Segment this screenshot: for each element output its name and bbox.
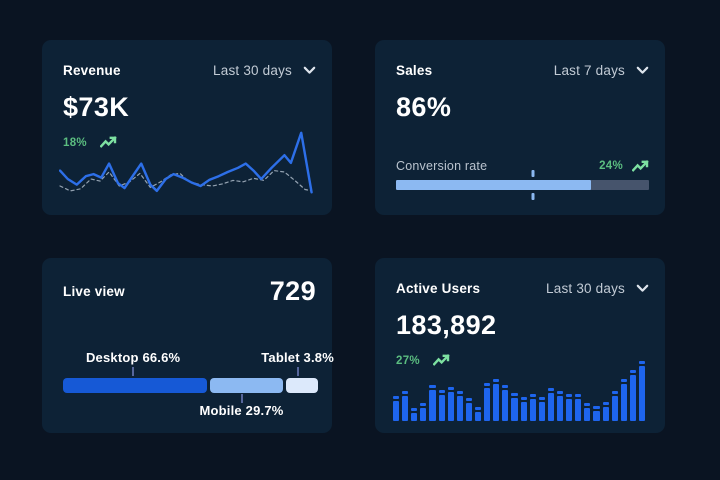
revenue-line-chart: [59, 126, 319, 202]
daily-bar: [456, 391, 463, 421]
active-users-value: 183,892: [396, 310, 497, 340]
live-view-value: 729: [269, 276, 316, 306]
daily-bar: [547, 388, 554, 421]
active-users-bar-chart: [393, 361, 646, 421]
daily-bar: [420, 403, 427, 421]
card-title: Live view: [63, 284, 125, 299]
daily-bar: [465, 398, 472, 421]
trending-up-icon: [99, 136, 117, 149]
period-label: Last 7 days: [553, 63, 625, 78]
desktop-connector-line: [132, 367, 135, 376]
daily-bar: [556, 391, 564, 421]
mobile-connector-line: [240, 394, 243, 403]
sales-delta: 24%: [599, 160, 623, 172]
device-split-bar: [63, 378, 318, 393]
conversion-target-marker: [531, 170, 535, 177]
conversion-progress-track: [396, 180, 649, 190]
sales-card: Sales Last 7 days 86% Conversion rate 24…: [375, 40, 665, 215]
trending-up-icon: [432, 354, 450, 367]
daily-bar: [638, 361, 646, 421]
active-users-card-header: Active Users Last 30 days: [375, 258, 665, 296]
active-users-card: Active Users Last 30 days 183,892 27%: [375, 258, 665, 433]
daily-bar: [393, 395, 400, 421]
live-view-card: Live view 729 Desktop 66.6% Tablet 3.8% …: [42, 258, 334, 433]
daily-bar: [566, 394, 573, 421]
daily-bar: [620, 379, 627, 421]
active-users-period-dropdown[interactable]: Last 30 days: [546, 281, 649, 296]
revenue-value: $73K: [63, 92, 130, 122]
daily-bar: [611, 391, 618, 421]
conversion-progress-fill: [396, 180, 591, 190]
revenue-delta: 18%: [63, 136, 87, 149]
card-title: Sales: [396, 63, 433, 78]
card-title: Revenue: [63, 63, 121, 78]
device-split-chart: Desktop 66.6% Tablet 3.8% Mobile 29.7%: [63, 350, 334, 422]
period-label: Last 30 days: [546, 281, 625, 296]
chevron-down-icon: [303, 66, 316, 75]
conversion-rate-label: Conversion rate: [396, 159, 488, 173]
device-segment-desktop: [63, 378, 207, 393]
tablet-connector-line: [296, 367, 299, 376]
daily-bar: [538, 397, 545, 421]
daily-bar: [447, 387, 454, 421]
daily-bar: [402, 391, 409, 421]
tablet-label: Tablet 3.8%: [261, 350, 334, 365]
active-users-delta: 27%: [396, 354, 420, 367]
daily-bar: [575, 394, 582, 421]
sales-value: 86%: [396, 92, 452, 122]
chevron-down-icon: [636, 66, 649, 75]
live-view-card-header: Live view 729: [42, 258, 332, 307]
revenue-card: Revenue Last 30 days $73K 18%: [42, 40, 332, 215]
card-title: Active Users: [396, 281, 481, 296]
daily-bar: [484, 382, 491, 421]
daily-bar: [529, 394, 536, 421]
daily-bar: [593, 406, 600, 421]
conversion-metric-row: Conversion rate 24%: [396, 159, 649, 173]
revenue-card-header: Revenue Last 30 days: [42, 40, 332, 78]
period-label: Last 30 days: [213, 63, 292, 78]
device-segment-tablet: [286, 378, 318, 393]
desktop-label: Desktop 66.6%: [85, 350, 181, 365]
trending-up-icon: [632, 159, 649, 173]
daily-bar: [411, 407, 418, 421]
daily-bar: [584, 403, 591, 421]
daily-bar: [629, 370, 636, 421]
daily-bar: [520, 397, 527, 421]
conversion-target-marker: [531, 193, 535, 200]
conversion-delta-group: 24%: [599, 159, 649, 173]
mobile-label: Mobile 29.7%: [199, 403, 284, 418]
daily-bar: [493, 379, 500, 421]
daily-bar: [474, 406, 482, 421]
sales-card-header: Sales Last 7 days: [375, 40, 665, 78]
chevron-down-icon: [636, 284, 649, 293]
device-segment-mobile: [209, 378, 284, 393]
revenue-period-dropdown[interactable]: Last 30 days: [213, 63, 316, 78]
daily-bar: [429, 385, 436, 421]
daily-bar: [438, 389, 445, 421]
active-users-delta-row: 27%: [396, 354, 665, 367]
daily-bar: [502, 385, 509, 421]
daily-bar: [602, 401, 609, 421]
daily-bar: [511, 393, 518, 421]
revenue-delta-row: 18%: [63, 136, 332, 149]
sales-period-dropdown[interactable]: Last 7 days: [554, 63, 649, 78]
